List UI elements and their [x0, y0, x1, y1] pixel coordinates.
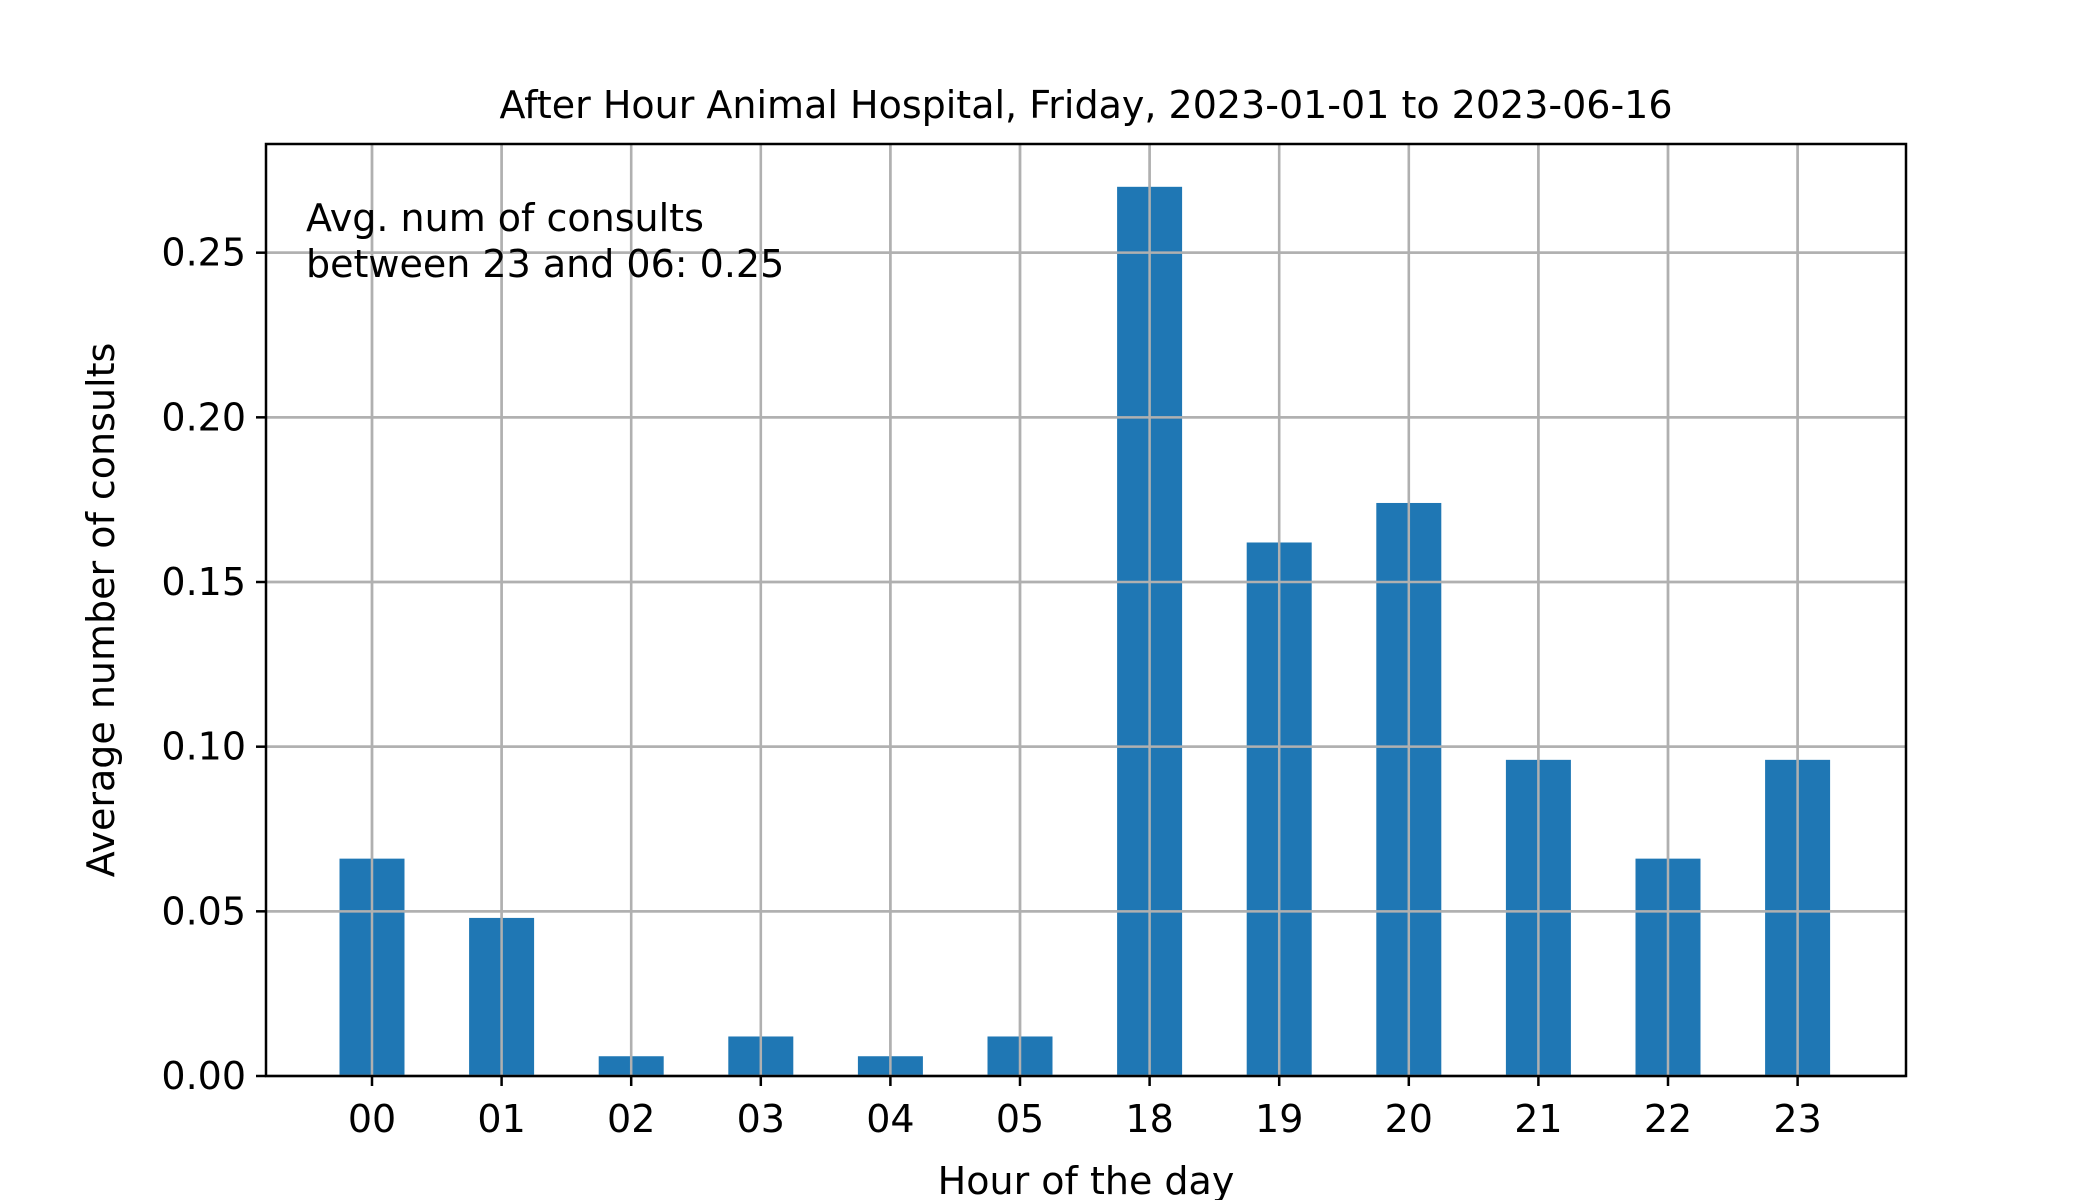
x-tick-label: 19	[1255, 1097, 1303, 1141]
y-tick-label: 0.05	[161, 889, 246, 933]
x-tick-label: 02	[607, 1097, 655, 1141]
y-tick-label: 0.00	[161, 1054, 246, 1098]
plot-frame	[264, 142, 1908, 1078]
y-axis: 0.00 0.05 0.10 0.15 0.20 0.25	[161, 231, 266, 1098]
x-tick-label: 23	[1773, 1097, 1821, 1141]
annotation-line-1: Avg. num of consults	[306, 196, 704, 240]
y-tick-label: 0.15	[161, 560, 246, 604]
y-tick-label: 0.10	[161, 725, 246, 769]
x-tick-label: 03	[737, 1097, 785, 1141]
x-tick-label: 01	[477, 1097, 525, 1141]
x-axis-label: Hour of the day	[938, 1159, 1235, 1200]
x-tick-label: 00	[348, 1097, 396, 1141]
y-tick-label: 0.25	[161, 231, 246, 275]
y-axis-label: Average number of consults	[79, 343, 123, 878]
x-tick-label: 20	[1385, 1097, 1433, 1141]
y-tick-label: 0.20	[161, 395, 246, 439]
annotation-line-2: between 23 and 06: 0.25	[306, 242, 784, 286]
x-tick-label: 18	[1125, 1097, 1173, 1141]
x-tick-label: 04	[866, 1097, 914, 1141]
x-tick-label: 05	[996, 1097, 1044, 1141]
chart-title: After Hour Animal Hospital, Friday, 2023…	[499, 83, 1672, 127]
x-tick-label: 22	[1644, 1097, 1692, 1141]
bars	[266, 144, 1906, 1078]
x-axis: 00 01 02 03 04 05 18 19 20 21 22 23	[348, 1076, 1822, 1141]
x-tick-label: 21	[1514, 1097, 1562, 1141]
